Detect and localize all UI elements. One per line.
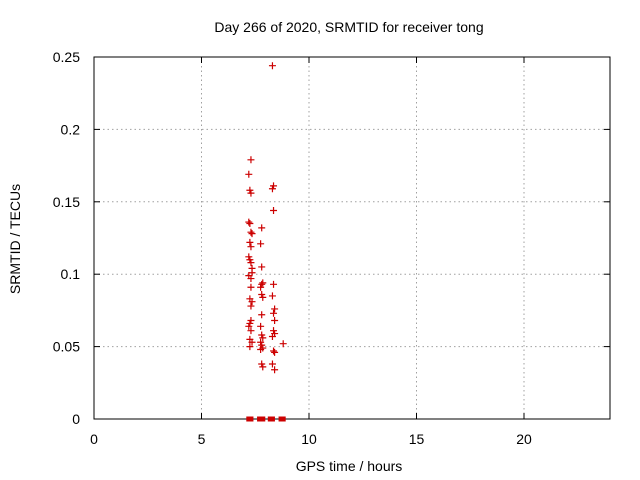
- data-point: [257, 345, 265, 353]
- data-point: [258, 263, 266, 271]
- data-point: [247, 302, 255, 310]
- data-point: [248, 298, 256, 306]
- data-point: [258, 224, 266, 232]
- data-point: [245, 322, 253, 330]
- data-point: [280, 416, 286, 422]
- x-tick-label: 20: [516, 431, 532, 447]
- y-tick-label: 0.25: [53, 49, 80, 65]
- data-point: [247, 259, 255, 267]
- data-point: [270, 347, 278, 355]
- data-point: [268, 62, 276, 70]
- x-tick-label: 0: [90, 431, 98, 447]
- data-point: [268, 292, 276, 300]
- data-point: [259, 363, 267, 371]
- data-point: [247, 228, 255, 236]
- y-axis-label: SRMTID / TECUs: [7, 184, 23, 294]
- axis-ticks: 0 5 10 15 20 0 0.05 0.1 0.15 0.2 0.25: [53, 49, 610, 447]
- data-point: [259, 334, 267, 342]
- data-point: [248, 416, 254, 422]
- data-point: [246, 343, 254, 351]
- data-point: [270, 309, 278, 317]
- data-point: [260, 416, 266, 422]
- y-tick-label: 0.05: [53, 339, 80, 355]
- grid: [94, 57, 610, 419]
- data-point: [268, 360, 276, 368]
- data-point: [270, 206, 278, 214]
- data-point: [270, 280, 278, 288]
- y-tick-label: 0.15: [53, 194, 80, 210]
- data-point: [247, 156, 255, 164]
- data-point: [271, 317, 279, 325]
- y-tick-label: 0.2: [61, 121, 81, 137]
- data-point: [247, 243, 255, 251]
- data-point: [257, 283, 265, 291]
- x-tick-label: 5: [198, 431, 206, 447]
- y-tick-label: 0: [72, 411, 80, 427]
- x-axis-label: GPS time / hours: [296, 458, 403, 474]
- data-point: [271, 348, 279, 356]
- data-point: [258, 311, 266, 319]
- data-point: [245, 170, 253, 178]
- data-point: [248, 338, 256, 346]
- data-point: [257, 322, 265, 330]
- data-point: [271, 366, 279, 374]
- data-point: [269, 416, 275, 422]
- data-point: [247, 189, 255, 197]
- chart-title: Day 266 of 2020, SRMTID for receiver ton…: [214, 19, 483, 35]
- data-point: [245, 218, 253, 226]
- data-point: [247, 327, 255, 335]
- data-point: [259, 293, 267, 301]
- x-tick-label: 15: [409, 431, 425, 447]
- data-point: [279, 340, 287, 348]
- x-tick-label: 10: [301, 431, 317, 447]
- data-point: [247, 275, 255, 283]
- data-point: [268, 185, 276, 193]
- data-point: [271, 305, 279, 313]
- data-point: [257, 240, 265, 248]
- data-point: [259, 279, 267, 287]
- plot-frame: [93, 56, 611, 420]
- y-tick-label: 0.1: [61, 266, 81, 282]
- data-points: [245, 62, 287, 422]
- data-point: [248, 230, 256, 238]
- data-point: [246, 220, 254, 228]
- data-point: [257, 416, 263, 422]
- data-point: [246, 238, 254, 246]
- data-point: [247, 283, 255, 291]
- data-point: [268, 332, 276, 340]
